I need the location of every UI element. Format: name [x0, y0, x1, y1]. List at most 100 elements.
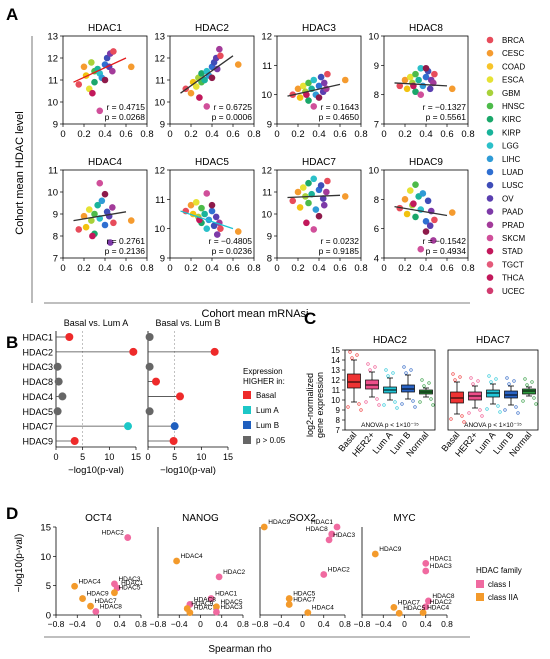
x-tick-label: 0.2 — [398, 129, 411, 140]
data-point — [305, 179, 312, 187]
data-point — [71, 582, 78, 590]
data-point — [303, 91, 310, 98]
anova-text: ANOVA p < 1×10⁻¹⁵ — [361, 422, 419, 429]
lollipop-dot — [170, 422, 179, 431]
scatter-title: HDAC2 — [195, 23, 229, 34]
data-point — [79, 595, 86, 602]
legend-label: GBM — [502, 89, 521, 98]
point-label: HDAC9 — [87, 591, 109, 598]
y-tick-label: 11 — [155, 195, 165, 206]
data-point — [110, 219, 117, 227]
legend-label: STAD — [502, 247, 523, 256]
outlier — [402, 365, 406, 369]
scatter-title: HDAC7 — [302, 157, 336, 168]
x-tick-label: −0.8 — [252, 619, 269, 629]
y-tick-label: 15 — [331, 346, 340, 355]
outlier — [521, 399, 525, 403]
legend-label: CESC — [502, 49, 524, 58]
point-label: HDAC3 — [430, 563, 452, 570]
legend-dot — [486, 102, 494, 110]
data-point — [187, 201, 195, 209]
x-tick-label: 0.6 — [226, 263, 239, 274]
data-point — [192, 198, 200, 206]
data-point — [80, 63, 88, 71]
fit-line — [394, 206, 448, 217]
outlier — [391, 371, 395, 375]
fit-line — [394, 82, 448, 87]
x-tick-label: 0.6 — [440, 129, 453, 140]
y-tick-label: 9 — [336, 406, 341, 415]
legend-label: PAAD — [502, 208, 523, 217]
legend-label: Basal — [256, 391, 276, 400]
data-point — [260, 523, 268, 531]
r-value: r = 0.1643 — [320, 102, 359, 112]
x-tick-label: 0.4 — [216, 619, 228, 629]
x-tick-label: −0.4 — [69, 619, 86, 629]
data-point — [412, 88, 419, 96]
x-tick-label: 0 — [145, 452, 150, 462]
data-point — [304, 609, 312, 617]
data-point — [410, 200, 417, 208]
x-tick-label: 0.6 — [333, 129, 346, 140]
data-point — [213, 65, 221, 73]
x-tick-label: 0.2 — [184, 129, 197, 140]
lollipop-dot — [54, 377, 63, 386]
x-tick-label: 15 — [223, 452, 233, 462]
scatter-title: SOX2 — [289, 513, 316, 524]
gene-label: HDAC8 — [22, 377, 53, 387]
data-point — [320, 571, 328, 578]
point-label: HDAC7 — [194, 605, 216, 612]
outlier — [476, 379, 480, 383]
y-tick-label: 9 — [267, 120, 272, 131]
legend-label: OV — [502, 194, 514, 203]
data-point — [213, 603, 220, 611]
outlier — [530, 380, 534, 384]
x-tick-label: 10 — [196, 452, 206, 462]
y-tick-label: 7 — [374, 120, 379, 131]
box-title: HDAC7 — [476, 335, 510, 346]
point-label: HDAC8 — [432, 593, 454, 600]
data-point — [312, 206, 320, 213]
x-tick-label: 0.2 — [291, 263, 304, 274]
lollipop-dot — [53, 407, 62, 416]
x-tick-label: 0.6 — [226, 129, 239, 140]
y-tick-label: 11 — [262, 188, 272, 199]
y-tick-label: 12 — [154, 54, 165, 65]
y-tick-label: 13 — [47, 32, 58, 43]
x-tick-label: 0.6 — [119, 129, 132, 140]
lollipop-dot — [210, 347, 219, 356]
outlier — [429, 397, 433, 401]
y-tick-label: 7 — [53, 254, 58, 265]
data-point — [315, 212, 323, 220]
fit-line — [73, 211, 127, 222]
data-point — [296, 204, 304, 211]
outlier — [368, 368, 372, 372]
dot-title: Basal vs. Lum B — [155, 318, 220, 328]
anova-text: ANOVA p < 1×10⁻¹⁵ — [464, 422, 522, 429]
data-point — [328, 530, 336, 538]
data-point — [106, 239, 114, 246]
point-label: HDAC5 — [403, 605, 425, 612]
data-point — [315, 94, 323, 101]
y-tick-label: 8 — [53, 232, 58, 243]
data-point — [371, 550, 379, 558]
data-point — [317, 73, 325, 81]
x-tick-label: −0.4 — [375, 619, 392, 629]
outlier — [418, 400, 422, 404]
data-point — [320, 201, 328, 209]
dot-title: Basal vs. Lum A — [64, 318, 129, 328]
legend-label: HNSC — [502, 102, 525, 111]
legend-label: class I — [488, 580, 511, 589]
scatter-title: HDAC9 — [409, 157, 443, 168]
data-point — [422, 559, 430, 567]
outlier — [411, 399, 415, 403]
legend-swatch — [476, 593, 484, 601]
data-point — [75, 226, 83, 233]
data-point — [207, 595, 215, 602]
x-tick-label: −0.8 — [48, 619, 65, 629]
data-point — [403, 210, 411, 218]
y-tick-label: 13 — [331, 366, 340, 375]
data-point — [101, 221, 109, 229]
panel-a-ylabel: Cohort mean HDAC level — [14, 111, 26, 235]
outlier — [478, 408, 482, 412]
